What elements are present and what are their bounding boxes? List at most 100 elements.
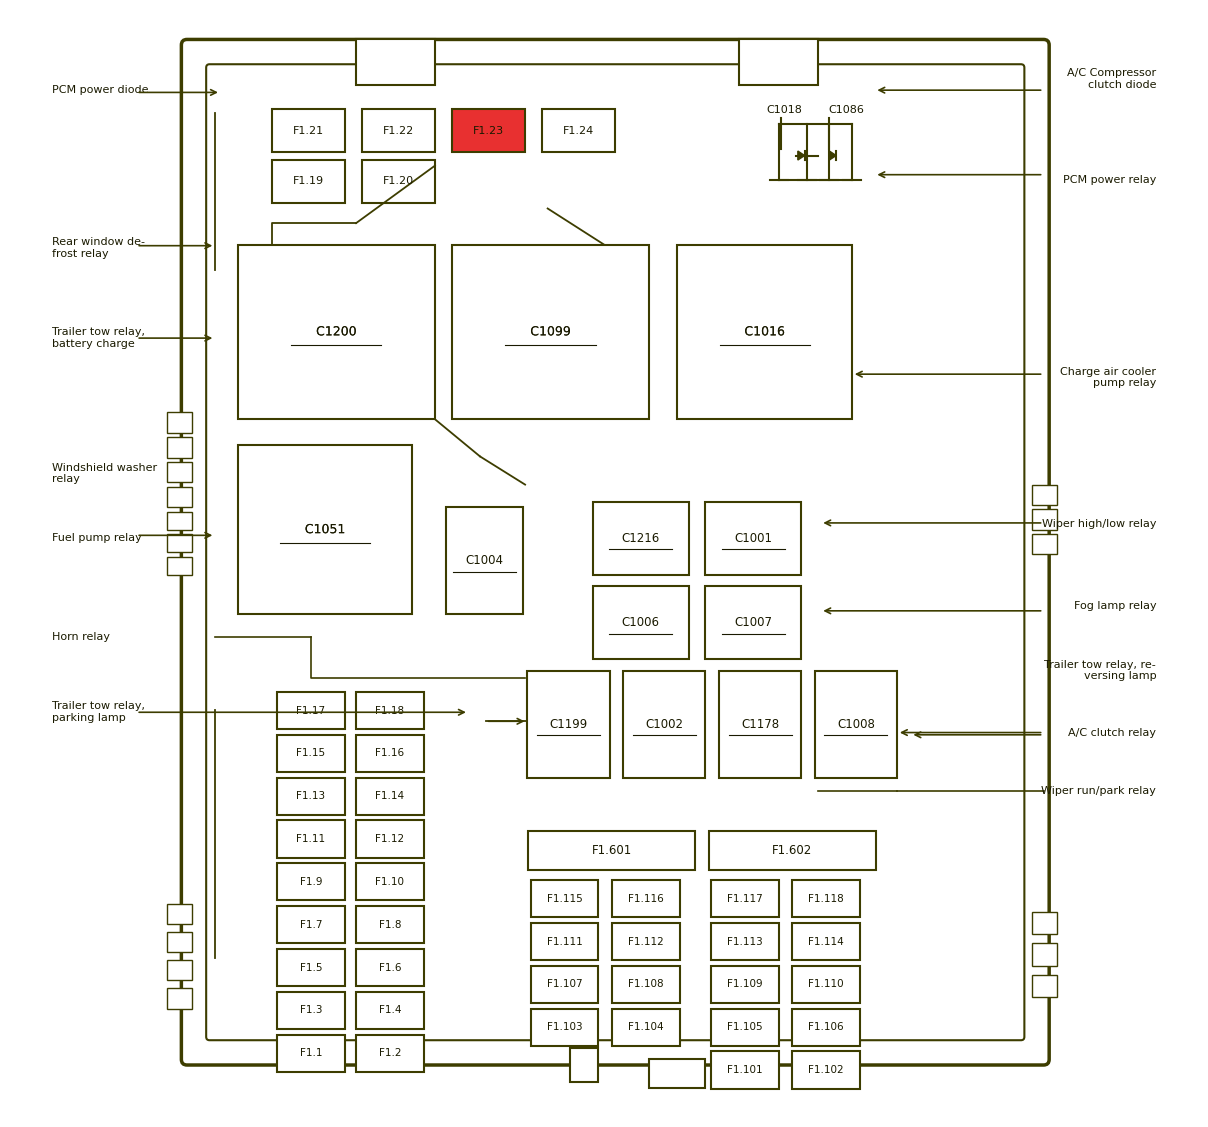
Bar bbox=[705, 586, 801, 659]
Text: C1178: C1178 bbox=[741, 718, 779, 730]
Text: F1.102: F1.102 bbox=[808, 1065, 844, 1075]
Text: F1.16: F1.16 bbox=[376, 748, 405, 758]
Text: Trailer tow relay,
parking lamp: Trailer tow relay, parking lamp bbox=[52, 701, 145, 724]
Text: F1.108: F1.108 bbox=[628, 979, 663, 990]
Text: C1216: C1216 bbox=[621, 532, 660, 544]
Bar bbox=[356, 1035, 424, 1072]
Bar bbox=[277, 735, 344, 772]
Bar bbox=[530, 923, 598, 960]
Bar bbox=[1033, 485, 1057, 505]
Bar bbox=[277, 820, 344, 858]
Bar bbox=[277, 906, 344, 943]
Text: C1007: C1007 bbox=[734, 616, 772, 629]
Bar bbox=[719, 671, 801, 778]
Text: F1.24: F1.24 bbox=[563, 126, 594, 135]
Text: F1.118: F1.118 bbox=[808, 894, 844, 904]
Bar bbox=[277, 778, 344, 815]
Text: F1.105: F1.105 bbox=[727, 1022, 762, 1032]
Bar bbox=[530, 966, 598, 1003]
Text: Trailer tow relay,
battery charge: Trailer tow relay, battery charge bbox=[52, 327, 145, 349]
Text: F1.112: F1.112 bbox=[628, 937, 663, 947]
Text: F1.11: F1.11 bbox=[296, 834, 325, 844]
Bar bbox=[272, 109, 344, 152]
Text: F1.113: F1.113 bbox=[727, 937, 762, 947]
Text: F1.19: F1.19 bbox=[292, 177, 324, 186]
Bar bbox=[356, 820, 424, 858]
Text: F1.107: F1.107 bbox=[547, 979, 582, 990]
Text: F1.104: F1.104 bbox=[628, 1022, 663, 1032]
Bar bbox=[705, 502, 801, 575]
Bar bbox=[167, 437, 192, 458]
Bar bbox=[356, 992, 424, 1029]
Bar bbox=[612, 966, 680, 1003]
Text: F1.13: F1.13 bbox=[296, 791, 325, 801]
Bar bbox=[356, 735, 424, 772]
Text: PCM power diode: PCM power diode bbox=[52, 86, 149, 95]
Text: Horn relay: Horn relay bbox=[52, 632, 110, 641]
Text: F1.2: F1.2 bbox=[378, 1048, 401, 1058]
Text: F1.21: F1.21 bbox=[292, 126, 324, 135]
Text: F1.1: F1.1 bbox=[300, 1048, 323, 1058]
Text: F1.10: F1.10 bbox=[376, 877, 405, 887]
Bar bbox=[814, 671, 898, 778]
Bar bbox=[1033, 509, 1057, 530]
Text: F1.6: F1.6 bbox=[378, 962, 401, 973]
Bar bbox=[238, 245, 435, 419]
Bar bbox=[593, 586, 689, 659]
Bar bbox=[277, 1035, 344, 1072]
Text: Trailer tow relay, re-
versing lamp: Trailer tow relay, re- versing lamp bbox=[1045, 659, 1156, 682]
Text: C1002: C1002 bbox=[645, 718, 684, 730]
Bar bbox=[528, 671, 610, 778]
Text: F1.109: F1.109 bbox=[727, 979, 762, 990]
Bar bbox=[277, 692, 344, 729]
Text: A/C Compressor
clutch diode: A/C Compressor clutch diode bbox=[1067, 68, 1156, 90]
Bar bbox=[792, 880, 860, 917]
Bar bbox=[452, 109, 525, 152]
Text: F1.20: F1.20 bbox=[383, 177, 414, 186]
Text: F1.7: F1.7 bbox=[300, 920, 323, 930]
FancyBboxPatch shape bbox=[207, 64, 1024, 1040]
Bar bbox=[709, 831, 876, 870]
Text: F1.12: F1.12 bbox=[376, 834, 405, 844]
Bar bbox=[356, 949, 424, 986]
Bar bbox=[167, 932, 192, 952]
Text: F1.110: F1.110 bbox=[808, 979, 844, 990]
Text: C1018: C1018 bbox=[766, 105, 802, 115]
Polygon shape bbox=[830, 151, 836, 160]
Bar bbox=[530, 880, 598, 917]
Text: C1001: C1001 bbox=[734, 532, 772, 544]
Text: PCM power relay: PCM power relay bbox=[1063, 176, 1156, 185]
Text: C1086: C1086 bbox=[829, 105, 864, 115]
Text: F1.9: F1.9 bbox=[300, 877, 323, 887]
Text: F1.23: F1.23 bbox=[472, 126, 504, 135]
Bar bbox=[792, 966, 860, 1003]
Bar bbox=[612, 923, 680, 960]
Text: Fog lamp relay: Fog lamp relay bbox=[1074, 602, 1156, 611]
Bar bbox=[792, 1051, 860, 1089]
Text: C1016: C1016 bbox=[744, 326, 785, 338]
Bar bbox=[277, 863, 344, 900]
Bar bbox=[167, 462, 192, 482]
Text: F1.117: F1.117 bbox=[727, 894, 762, 904]
Text: F1.103: F1.103 bbox=[547, 1022, 582, 1032]
Text: Charge air cooler
pump relay: Charge air cooler pump relay bbox=[1061, 366, 1156, 389]
Bar bbox=[361, 109, 435, 152]
Bar bbox=[528, 831, 696, 870]
Bar bbox=[570, 1048, 598, 1082]
Text: Wiper high/low relay: Wiper high/low relay bbox=[1041, 520, 1156, 529]
Bar bbox=[678, 245, 852, 419]
Bar bbox=[712, 1009, 779, 1046]
Text: C1199: C1199 bbox=[550, 718, 587, 730]
Bar bbox=[452, 245, 649, 419]
Text: F1.601: F1.601 bbox=[592, 844, 632, 857]
Bar bbox=[167, 412, 192, 433]
Bar bbox=[272, 160, 344, 203]
Bar bbox=[167, 904, 192, 924]
Bar bbox=[356, 692, 424, 729]
Bar bbox=[356, 39, 435, 85]
Bar bbox=[612, 1009, 680, 1046]
Text: C1099: C1099 bbox=[530, 326, 570, 338]
Bar bbox=[167, 512, 192, 530]
Bar bbox=[167, 988, 192, 1009]
Bar bbox=[612, 880, 680, 917]
